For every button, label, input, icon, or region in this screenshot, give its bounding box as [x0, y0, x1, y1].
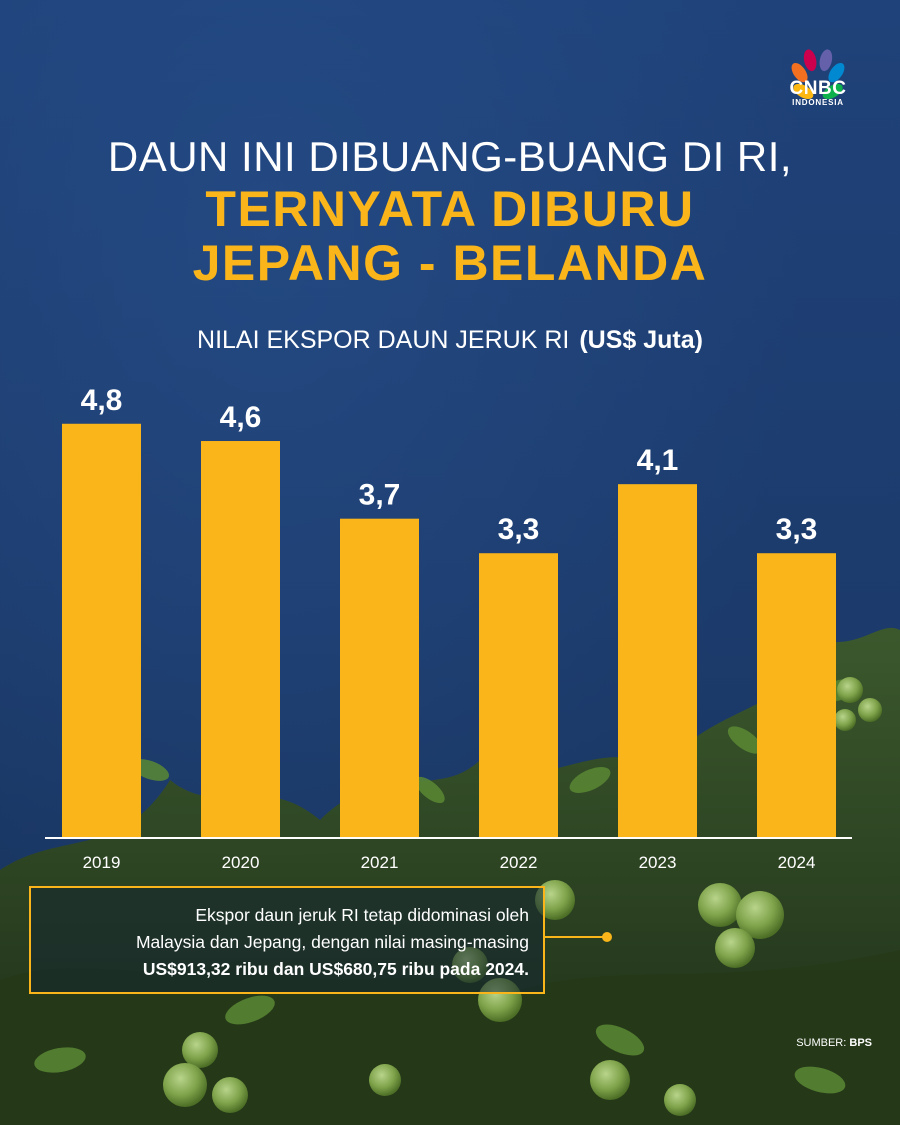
note-line-2: Malaysia dan Jepang, dengan nilai masing…	[135, 932, 529, 952]
source-value: BPS	[849, 1037, 872, 1049]
x-tick-label-2023: 2023	[639, 853, 677, 872]
data-label-2021: 3,7	[359, 479, 401, 512]
x-tick-label-2024: 2024	[778, 853, 816, 872]
data-label-2020: 4,6	[220, 401, 262, 434]
logo-text: CNBC	[789, 78, 847, 99]
headline-line-2: TERNYATA DIBURU	[205, 181, 695, 237]
note-line-3: US$913,32 ribu dan US$680,75 ribu pada 2…	[142, 959, 529, 979]
x-tick-label-2022: 2022	[500, 853, 538, 872]
data-label-2023: 4,1	[637, 444, 679, 477]
bar-2023	[618, 484, 697, 838]
data-label-2024: 3,3	[776, 513, 818, 546]
data-label-2022: 3,3	[498, 513, 540, 546]
bar-2022	[479, 553, 558, 838]
x-tick-label-2021: 2021	[361, 853, 399, 872]
data-label-2019: 4,8	[81, 384, 123, 417]
info-note-box: Ekspor daun jeruk RI tetap didominasi ol…	[29, 886, 545, 994]
x-tick-label-2020: 2020	[222, 853, 260, 872]
bar-2024	[757, 553, 836, 838]
bar-2019	[62, 423, 141, 838]
cnbc-peacock-logo	[791, 49, 845, 100]
chart-title: NILAI EKSPOR DAUN JERUK RI (US$ Juta)	[0, 326, 900, 355]
chart-title-unit: (US$ Juta)	[579, 326, 703, 354]
source-label: SUMBER:	[796, 1037, 847, 1049]
bar-2020	[201, 441, 280, 838]
logo-subtext: INDONESIA	[792, 98, 844, 107]
headline-line-3: JEPANG - BELANDA	[192, 235, 708, 291]
source-credit: SUMBER: BPS	[760, 1037, 872, 1049]
note-connector-line	[545, 932, 612, 942]
headline-line-1: DAUN INI DIBUANG-BUANG DI RI,	[107, 133, 793, 180]
bar-2021	[340, 518, 419, 838]
x-tick-label-2019: 2019	[83, 853, 121, 872]
bar-chart: 4,8 2019 4,6 2020 3,7 2021 3,3 2022 4,1 2023 3,3 20…	[45, 384, 852, 872]
note-line-1: Ekspor daun jeruk RI tetap didominasi ol…	[195, 905, 529, 925]
chart-title-text: NILAI EKSPOR DAUN JERUK RI	[197, 326, 570, 354]
